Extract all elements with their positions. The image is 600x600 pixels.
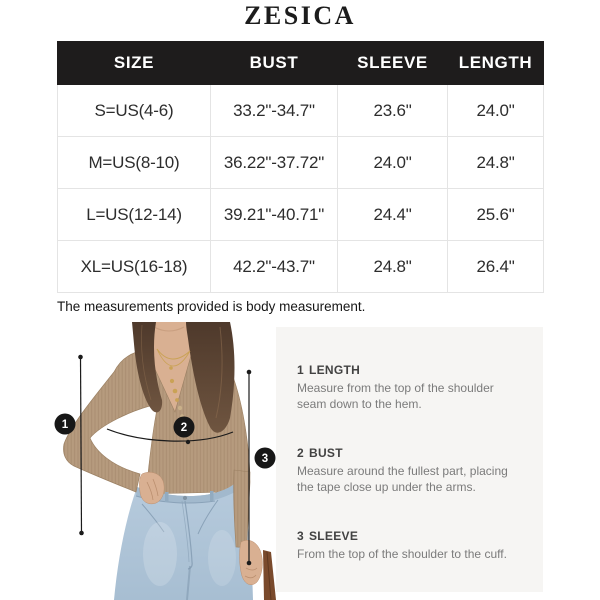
guide-desc-sleeve: From the top of the shoulder to the cuff… (297, 547, 507, 561)
model-hair-left (132, 322, 163, 413)
model-left-sleeve (233, 469, 251, 548)
table-row: M=US(8-10) 36.22"-37.72" 24.0" 24.8" (57, 136, 544, 189)
length-cell: 25.6" (447, 188, 544, 241)
guide-item-length: 1 LENGTH Measure from the top of the shou… (297, 363, 529, 412)
hand-fingers (244, 567, 258, 579)
table-header-row: SIZE BUST SLEEVE LENGTH (57, 41, 544, 85)
size-cell: M=US(8-10) (57, 136, 211, 189)
jeans-button (182, 495, 188, 501)
model-hair-right (186, 322, 235, 433)
guide-label: BUST (308, 446, 343, 460)
bust-cell: 42.2"-43.7" (210, 240, 338, 293)
necklace-pendant (169, 366, 173, 370)
sleeve-cell: 24.0" (337, 136, 448, 189)
sleeve-cell: 23.6" (337, 84, 448, 137)
table-row: XL=US(16-18) 42.2"-43.7" 24.8" 26.4" (57, 240, 544, 293)
body-measurement-note: The measurements provided is body measur… (57, 299, 366, 314)
jeans-highlight (208, 530, 236, 586)
necklace-pendant (169, 378, 175, 384)
length-cell: 24.0" (447, 84, 544, 137)
length-cell: 26.4" (447, 240, 544, 293)
bust-annotation: 2 (106, 416, 234, 445)
size-table: SIZE BUST SLEEVE LENGTH S=US(4-6) 33.2"-… (57, 41, 544, 293)
necklace-pendant (172, 388, 178, 394)
strap-seam (266, 551, 272, 600)
bust-cell: 33.2"-34.7" (210, 84, 338, 137)
guide-number: 3 (297, 529, 304, 543)
guide-number: 1 (297, 363, 304, 377)
belt-loop (210, 491, 214, 501)
necklace-chain (156, 348, 191, 360)
bust-badge-number: 2 (181, 422, 187, 434)
pocket-left (141, 503, 165, 533)
model-chin (151, 322, 187, 331)
sleeve-annotation: 3 (246, 369, 276, 566)
length-badge (54, 413, 76, 435)
fly-stitch (181, 500, 190, 563)
column-header-bust: BUST (210, 41, 338, 85)
sleeve-cell: 24.8" (337, 240, 448, 293)
guide-item-sleeve: 3 SLEEVE From the top of the shoulder to … (297, 529, 529, 563)
bust-cell: 39.21"-40.71" (210, 188, 338, 241)
sleeve-cell: 24.4" (337, 188, 448, 241)
column-header-sleeve: SLEEVE (337, 41, 448, 85)
brand-logo: ZESICA (244, 1, 356, 30)
jeans-highlight (143, 522, 177, 586)
column-header-length: LENGTH (447, 41, 544, 85)
size-cell: S=US(4-6) (57, 84, 211, 137)
model-chest (144, 348, 194, 414)
table-row: L=US(12-14) 39.21"-40.71" 24.4" 25.6" (57, 188, 544, 241)
necklace-pendant (175, 398, 179, 402)
belt-loop (165, 492, 169, 502)
guide-label: LENGTH (308, 363, 361, 377)
measure-guide-panel: 1 LENGTH Measure from the top of the shou… (276, 327, 543, 592)
pocket-right (197, 499, 219, 535)
bust-badge (173, 416, 195, 438)
hair-strand (141, 324, 152, 401)
table-row: S=US(4-6) 33.2"-34.7" 23.6" 24.0" (57, 84, 544, 137)
guide-title-sleeve: 3 SLEEVE (297, 529, 529, 543)
length-annotation: 1 (54, 354, 84, 536)
bag-strap (263, 550, 276, 600)
guide-label: SLEEVE (308, 529, 359, 543)
length-cell: 24.8" (447, 136, 544, 189)
column-header-size: SIZE (57, 41, 211, 85)
size-cell: XL=US(16-18) (57, 240, 211, 293)
length-badge-number: 1 (62, 419, 69, 431)
guide-number: 2 (297, 446, 304, 460)
necklace-chain (156, 348, 191, 367)
inseam-shadow (186, 565, 191, 600)
size-cell: L=US(12-14) (57, 188, 211, 241)
guide-desc-length: Measure from the top of the shoulder sea… (297, 381, 494, 411)
guide-desc-bust: Measure around the fullest part, placing… (297, 464, 508, 494)
sleeve-badge-number: 3 (262, 453, 268, 465)
hand-fingers (146, 478, 159, 501)
model-right-arm (63, 349, 159, 493)
guide-item-bust: 2 BUST Measure around the fullest part, p… (297, 446, 529, 495)
model-photo: 1 2 3 (54, 322, 276, 600)
hair-strand (215, 326, 223, 419)
chin-shadow (153, 326, 185, 332)
bust-cell: 36.22"-37.72" (210, 136, 338, 189)
sleeve-badge (254, 447, 276, 469)
placket-button (177, 405, 183, 411)
guide-title-length: 1 LENGTH (297, 363, 529, 377)
model-right-hand (139, 472, 165, 505)
guide-title-bust: 2 BUST (297, 446, 529, 460)
model-jeans (114, 478, 253, 600)
